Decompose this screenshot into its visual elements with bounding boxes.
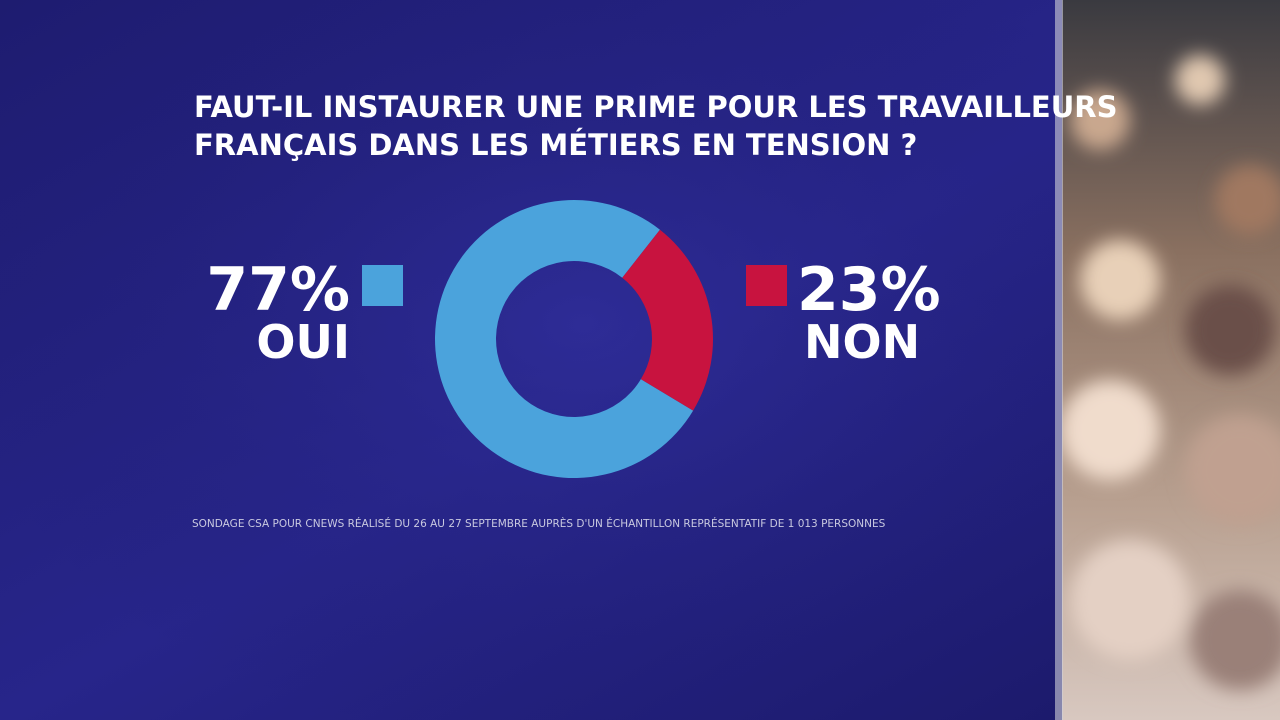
donut-slice <box>622 229 713 411</box>
value-label: 23% <box>797 255 941 325</box>
category-label: OUI <box>256 315 350 369</box>
title-line: FRANÇAIS DANS LES MÉTIERS EN TENSION ? <box>194 128 917 162</box>
source-note: SONDAGE CSA POUR CNEWS RÉALISÉ DU 26 AU … <box>192 517 886 530</box>
background-glow <box>0 0 1060 720</box>
value-label: 77% <box>206 255 350 325</box>
legend-swatch <box>362 265 403 306</box>
divider <box>1055 0 1063 720</box>
category-label: NON <box>804 315 920 369</box>
legend-swatch <box>746 265 787 306</box>
crowd-photo <box>1062 0 1280 720</box>
title-line: FAUT-IL INSTAURER UNE PRIME POUR LES TRA… <box>194 90 1118 124</box>
donut-slice <box>435 199 694 478</box>
